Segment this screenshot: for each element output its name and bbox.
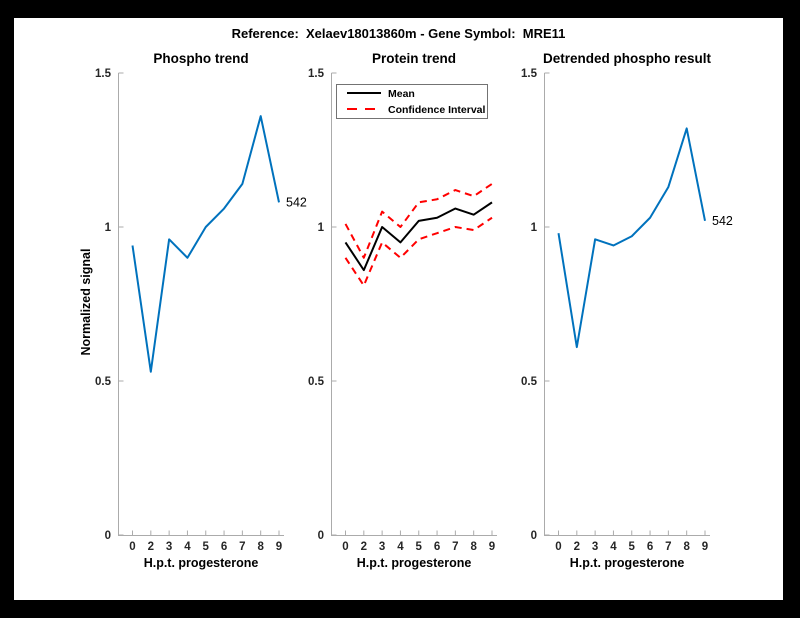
subplot-title-detrended-phospho: Detrended phospho result <box>542 51 711 66</box>
x-tick-label: 3 <box>379 541 385 553</box>
legend-label: Confidence Interval <box>388 104 486 116</box>
x-tick-label: 7 <box>665 541 671 553</box>
phospho-trend-chart: 0 0.5 1 1.5 0 2 3 4 5 6 7 8 9 542 <box>95 68 307 553</box>
y-tick-label: 1.5 <box>95 68 112 80</box>
y-tick-label: 0 <box>531 530 537 542</box>
x-tick-label: 4 <box>184 541 191 553</box>
y-tick-label: 1 <box>105 222 112 234</box>
series-confidence-interval-upper <box>344 183 493 259</box>
series-mean <box>344 201 493 272</box>
series-phospho-signal <box>131 115 280 373</box>
x-tick-label: 6 <box>647 541 653 553</box>
x-tick-label: 5 <box>416 541 423 553</box>
x-axis-label-3: H.p.t. progesterone <box>569 556 685 570</box>
end-value-label: 542 <box>712 214 733 228</box>
x-tick-label: 5 <box>629 541 636 553</box>
y-tick-label: 1 <box>318 222 325 234</box>
subplot-title-protein-trend: Protein trend <box>371 51 456 66</box>
x-tick-label: 0 <box>555 541 561 553</box>
x-tick-label: 7 <box>452 541 458 553</box>
x-tick-label: 7 <box>239 541 245 553</box>
x-tick-label: 9 <box>702 541 708 553</box>
protein-trend-chart: 0 0.5 1 1.5 0 2 3 4 5 6 7 8 9 Mean Confidence Interval <box>308 68 497 553</box>
subplot-title-phospho-trend: Phospho trend <box>153 51 249 66</box>
y-tick-label: 0.5 <box>521 376 538 388</box>
x-tick-label: 0 <box>342 541 348 553</box>
x-tick-label: 3 <box>592 541 598 553</box>
detrended-phospho-chart: 0 0.5 1 1.5 0 2 3 4 5 6 7 8 9 542 <box>521 68 733 553</box>
y-tick-label: 1.5 <box>308 68 325 80</box>
x-tick-label: 0 <box>129 541 135 553</box>
x-tick-label: 9 <box>276 541 282 553</box>
figure-title: Reference: Xelaev18013860m - Gene Symbol… <box>231 26 566 41</box>
y-tick-label: 1.5 <box>521 68 538 80</box>
x-tick-label: 4 <box>610 541 617 553</box>
x-tick-label: 2 <box>574 541 580 553</box>
x-tick-label: 3 <box>166 541 172 553</box>
legend-label: Mean <box>388 88 415 100</box>
x-tick-label: 8 <box>470 541 477 553</box>
x-tick-label: 8 <box>683 541 690 553</box>
x-tick-label: 2 <box>148 541 154 553</box>
y-tick-label: 1 <box>531 222 538 234</box>
x-tick-label: 5 <box>203 541 210 553</box>
y-tick-label: 0.5 <box>308 376 325 388</box>
x-axis-label-2: H.p.t. progesterone <box>356 556 472 570</box>
x-tick-label: 6 <box>434 541 440 553</box>
legend-box <box>336 84 488 119</box>
x-tick-label: 8 <box>257 541 264 553</box>
x-tick-label: 6 <box>221 541 227 553</box>
x-tick-label: 2 <box>361 541 367 553</box>
x-tick-label: 9 <box>489 541 495 553</box>
series-detrended-phospho-signal <box>557 127 706 349</box>
x-axis-label-1: H.p.t. progesterone <box>143 556 259 570</box>
x-tick-label: 4 <box>397 541 404 553</box>
series-confidence-interval-lower <box>344 216 493 287</box>
y-tick-label: 0 <box>105 530 111 542</box>
figure-canvas: Reference: Xelaev18013860m - Gene Symbol… <box>14 18 783 600</box>
y-tick-label: 0 <box>318 530 324 542</box>
y-tick-label: 0.5 <box>95 376 112 388</box>
end-value-label: 542 <box>286 195 307 209</box>
